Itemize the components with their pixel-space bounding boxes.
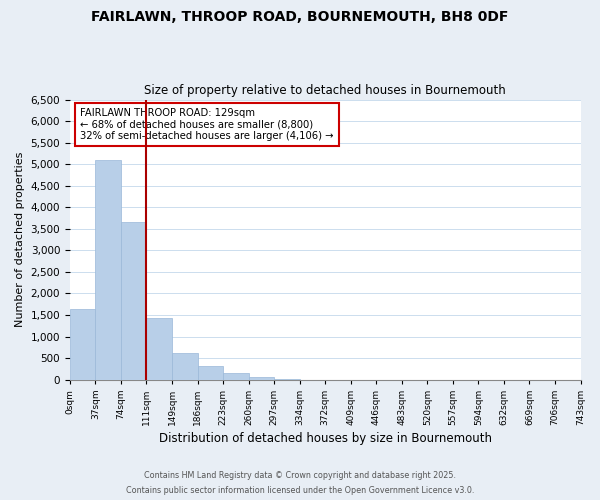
- Bar: [274, 379, 299, 380]
- Bar: [70, 308, 95, 380]
- Bar: [146, 318, 172, 380]
- Y-axis label: Number of detached properties: Number of detached properties: [15, 152, 25, 328]
- Bar: [197, 366, 223, 380]
- Bar: [172, 354, 197, 380]
- Text: Contains HM Land Registry data © Crown copyright and database right 2025.: Contains HM Land Registry data © Crown c…: [144, 471, 456, 480]
- Text: FAIRLAWN, THROOP ROAD, BOURNEMOUTH, BH8 0DF: FAIRLAWN, THROOP ROAD, BOURNEMOUTH, BH8 …: [91, 10, 509, 24]
- Bar: [248, 378, 274, 380]
- X-axis label: Distribution of detached houses by size in Bournemouth: Distribution of detached houses by size …: [159, 432, 492, 445]
- Bar: [223, 374, 248, 380]
- Text: FAIRLAWN THROOP ROAD: 129sqm
← 68% of detached houses are smaller (8,800)
32% of: FAIRLAWN THROOP ROAD: 129sqm ← 68% of de…: [80, 108, 334, 141]
- Title: Size of property relative to detached houses in Bournemouth: Size of property relative to detached ho…: [145, 84, 506, 97]
- Text: Contains public sector information licensed under the Open Government Licence v3: Contains public sector information licen…: [126, 486, 474, 495]
- Bar: [121, 222, 146, 380]
- Bar: [95, 160, 121, 380]
